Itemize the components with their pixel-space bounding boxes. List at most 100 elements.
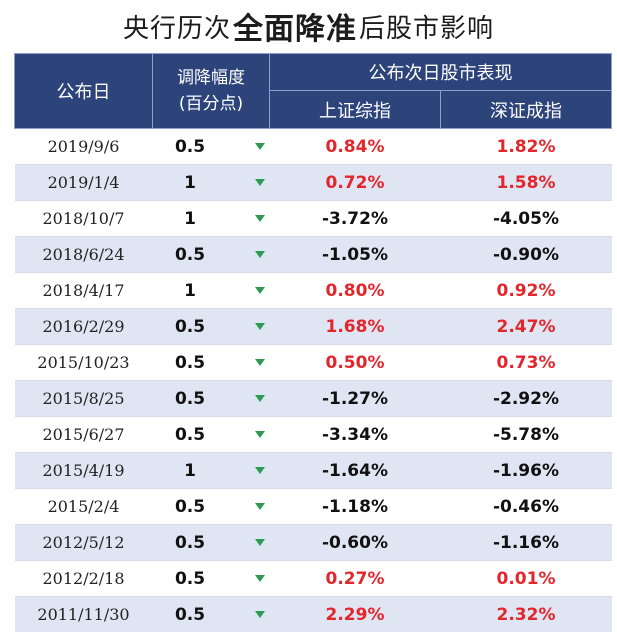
table-row: 2015/2/4 0.5 -1.18% -0.46% (14, 488, 612, 525)
cell-shenzhen: 1.82% (440, 128, 612, 165)
table-row: 2018/10/7 1 -3.72% -4.05% (14, 200, 612, 237)
table-body: 2019/9/6 0.5 0.84% 1.82% 2019/1/4 1 0.72% 1.58%… (14, 128, 612, 632)
cell-date: 2018/10/7 (14, 200, 153, 237)
cell-date: 2015/10/23 (14, 344, 153, 381)
cell-date: 2015/2/4 (14, 488, 153, 525)
header-shanghai: 上证综指 (269, 90, 441, 129)
down-arrow-icon (254, 431, 265, 438)
cell-date: 2015/6/27 (14, 416, 153, 453)
header-date: 公布日 (14, 53, 153, 129)
cell-shanghai: -1.05% (269, 236, 441, 273)
cell-cut: 1 (152, 164, 270, 201)
table-row: 2015/10/23 0.5 0.50% 0.73% (14, 344, 612, 381)
cell-cut: 0.5 (152, 524, 270, 561)
cell-shenzhen: -1.16% (440, 524, 612, 561)
cell-cut: 0.5 (152, 236, 270, 273)
cell-cut: 1 (152, 200, 270, 237)
table-row: 2015/6/27 0.5 -3.34% -5.78% (14, 416, 612, 453)
cell-date: 2012/2/18 (14, 560, 153, 597)
cell-cut: 0.5 (152, 560, 270, 597)
cut-value: 1 (184, 460, 196, 481)
cell-cut: 0.5 (152, 596, 270, 632)
cut-value: 1 (184, 208, 196, 229)
cell-shenzhen: 1.58% (440, 164, 612, 201)
title-post: 后股市影响 (359, 13, 495, 44)
cell-shenzhen: -4.05% (440, 200, 612, 237)
cell-shanghai: 0.27% (269, 560, 441, 597)
cell-cut: 0.5 (152, 308, 270, 345)
cell-shanghai: -1.27% (269, 380, 441, 417)
cell-cut: 0.5 (152, 380, 270, 417)
cut-value: 0.5 (174, 532, 206, 553)
cell-shenzhen: 0.92% (440, 272, 612, 309)
down-arrow-icon (254, 215, 265, 222)
cell-shenzhen: 2.32% (440, 596, 612, 632)
cell-shanghai: -3.72% (269, 200, 441, 237)
down-arrow-icon (254, 503, 265, 510)
cut-value: 1 (184, 172, 196, 193)
cell-date: 2015/8/25 (14, 380, 153, 417)
down-arrow-icon (254, 359, 265, 366)
down-arrow-icon (254, 611, 265, 618)
down-arrow-icon (254, 575, 265, 582)
cut-value: 0.5 (174, 496, 206, 517)
down-arrow-icon (254, 143, 265, 150)
page-title: 央行历次 全面降准 后股市影响 (0, 0, 617, 52)
table-row: 2019/1/4 1 0.72% 1.58% (14, 164, 612, 201)
down-arrow-icon (254, 287, 265, 294)
cell-shanghai: -1.18% (269, 488, 441, 525)
cell-cut: 1 (152, 272, 270, 309)
cut-value: 0.5 (174, 604, 206, 625)
down-arrow-icon (254, 395, 265, 402)
cut-value: 0.5 (174, 424, 206, 445)
cut-value: 0.5 (174, 244, 206, 265)
cell-shenzhen: -1.96% (440, 452, 612, 489)
cell-cut: 0.5 (152, 488, 270, 525)
cut-value: 1 (184, 280, 196, 301)
cell-date: 2018/6/24 (14, 236, 153, 273)
cell-cut: 1 (152, 452, 270, 489)
cell-shenzhen: -5.78% (440, 416, 612, 453)
down-arrow-icon (254, 251, 265, 258)
table-row: 2012/5/12 0.5 -0.60% -1.16% (14, 524, 612, 561)
cell-shenzhen: 2.47% (440, 308, 612, 345)
table-row: 2018/6/24 0.5 -1.05% -0.90% (14, 236, 612, 273)
cell-shenzhen: 0.73% (440, 344, 612, 381)
cell-shanghai: 0.80% (269, 272, 441, 309)
table-row: 2011/11/30 0.5 2.29% 2.32% (14, 596, 612, 632)
cell-date: 2012/5/12 (14, 524, 153, 561)
table-row: 2015/8/25 0.5 -1.27% -2.92% (14, 380, 612, 417)
cell-cut: 0.5 (152, 128, 270, 165)
cell-shanghai: 2.29% (269, 596, 441, 632)
table-row: 2012/2/18 0.5 0.27% 0.01% (14, 560, 612, 597)
cell-date: 2016/2/29 (14, 308, 153, 345)
down-arrow-icon (254, 179, 265, 186)
cell-date: 2015/4/19 (14, 452, 153, 489)
cell-date: 2019/9/6 (14, 128, 153, 165)
cell-date: 2018/4/17 (14, 272, 153, 309)
cut-value: 0.5 (174, 388, 206, 409)
cell-shenzhen: -2.92% (440, 380, 612, 417)
cell-cut: 0.5 (152, 416, 270, 453)
cell-shanghai: 0.72% (269, 164, 441, 201)
down-arrow-icon (254, 467, 265, 474)
cell-shanghai: -3.34% (269, 416, 441, 453)
cut-value: 0.5 (174, 568, 206, 589)
cell-shanghai: -0.60% (269, 524, 441, 561)
table-row: 2018/4/17 1 0.80% 0.92% (14, 272, 612, 309)
cut-value: 0.5 (174, 352, 206, 373)
rrr-cut-table: 公布日 调降幅度 (百分点) 公布次日股市表现 上证综指 深证成指 2019/9… (14, 53, 612, 632)
cell-shanghai: 0.50% (269, 344, 441, 381)
cell-shanghai: -1.64% (269, 452, 441, 489)
cell-shanghai: 1.68% (269, 308, 441, 345)
cell-shenzhen: 0.01% (440, 560, 612, 597)
cell-shanghai: 0.84% (269, 128, 441, 165)
table-row: 2015/4/19 1 -1.64% -1.96% (14, 452, 612, 489)
table-row: 2019/9/6 0.5 0.84% 1.82% (14, 128, 612, 165)
cut-value: 0.5 (174, 136, 206, 157)
title-emphasis: 全面降准 (233, 12, 357, 47)
cell-shenzhen: -0.46% (440, 488, 612, 525)
table-header: 公布日 调降幅度 (百分点) 公布次日股市表现 上证综指 深证成指 (14, 53, 612, 129)
table-row: 2016/2/29 0.5 1.68% 2.47% (14, 308, 612, 345)
cell-shenzhen: -0.90% (440, 236, 612, 273)
